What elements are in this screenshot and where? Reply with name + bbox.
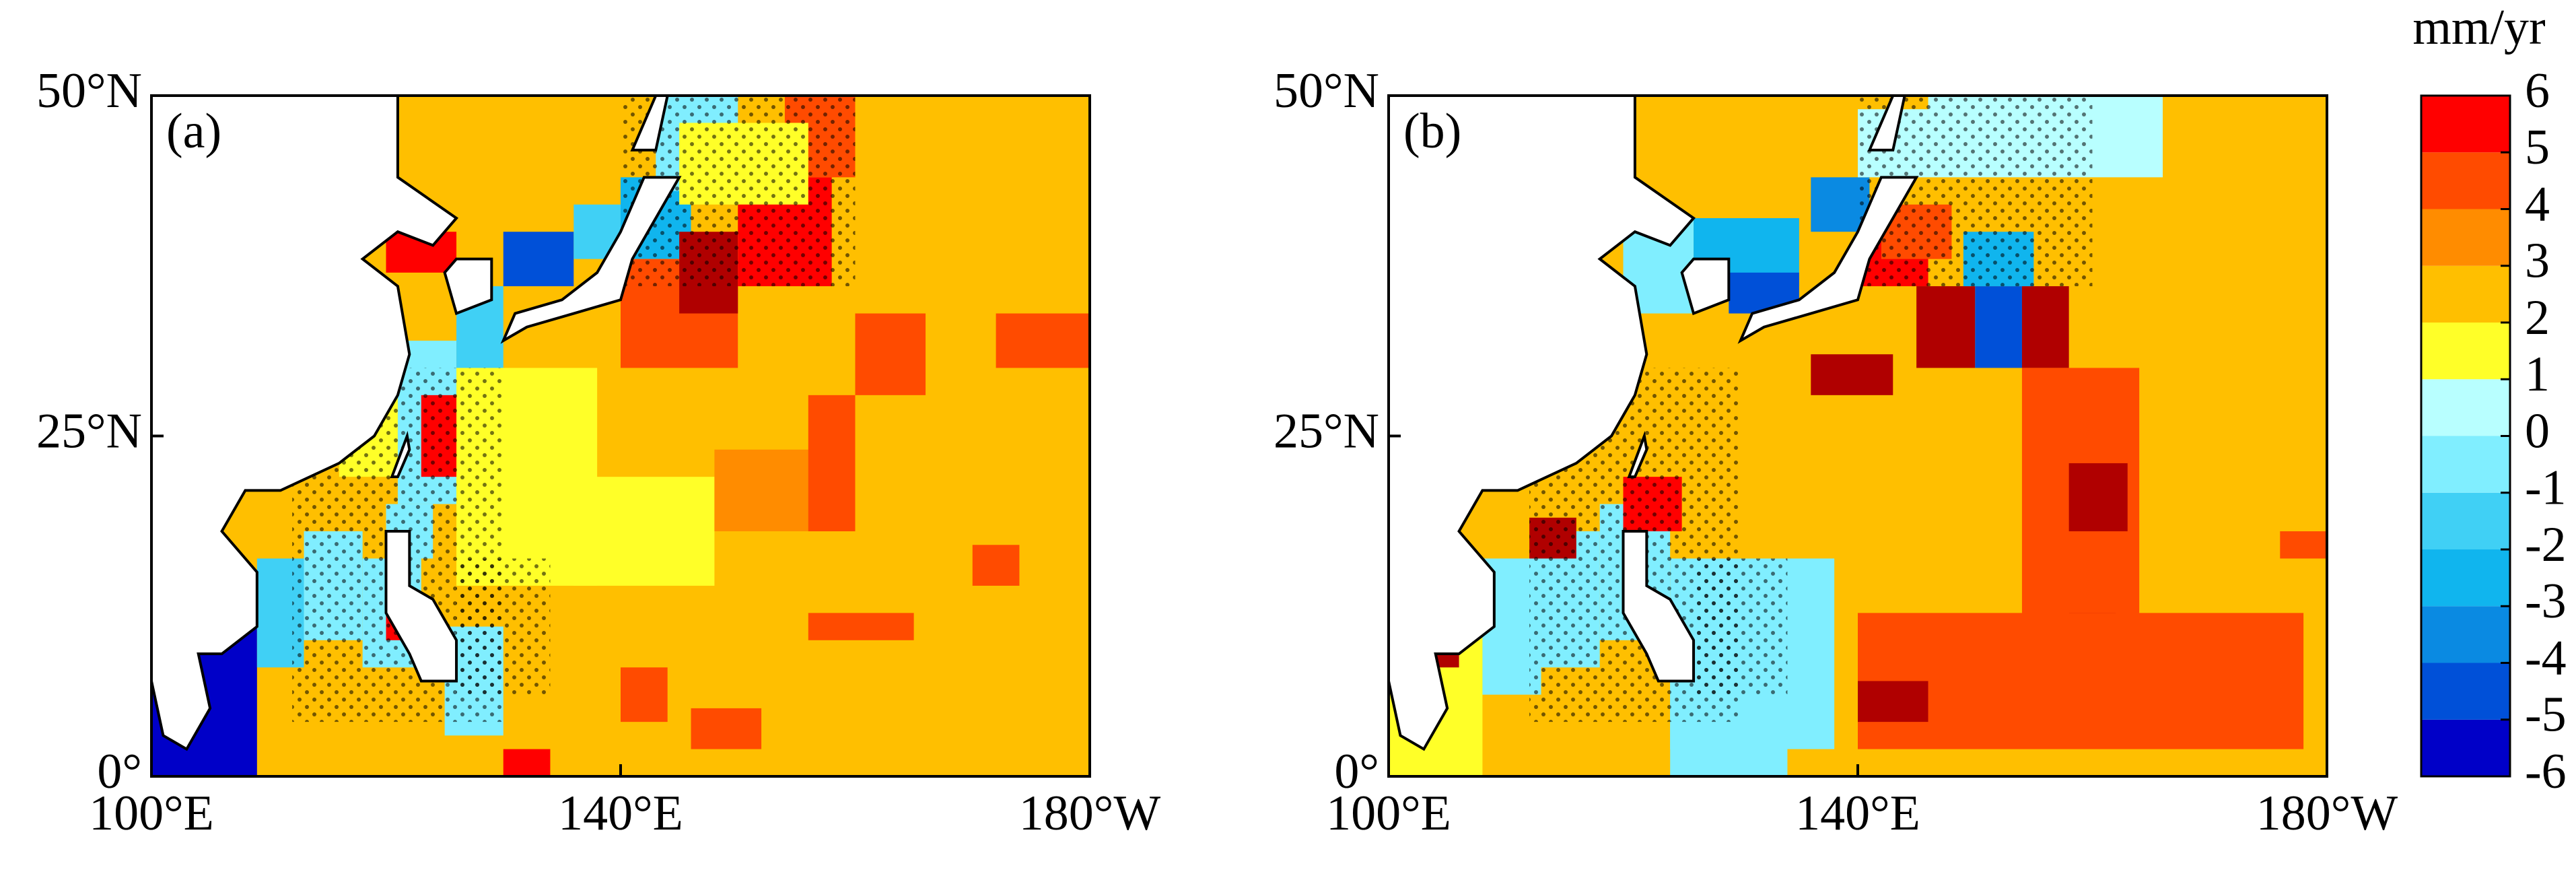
field-patch: [1811, 354, 1893, 395]
field-patch: [1916, 286, 1976, 368]
colorbar-bin: [2421, 96, 2510, 153]
field-patch: [808, 613, 914, 640]
y-tick-label: 25°N: [1274, 403, 1379, 459]
field-patch: [1975, 286, 2022, 368]
y-tick-label: 0°: [1334, 744, 1379, 799]
colorbar-bin: [2421, 663, 2510, 720]
field-patch: [691, 708, 762, 749]
land: [1867, 96, 1906, 151]
colorbar-tick-label: -1: [2525, 461, 2567, 516]
colorbar-tick-label: -4: [2525, 630, 2567, 685]
colorbar-tick-label: -5: [2525, 687, 2567, 743]
colorbar-bin: [2421, 606, 2510, 663]
y-tick-label: 50°N: [1274, 63, 1379, 119]
colorbar-bin: [2421, 152, 2510, 209]
colorbar-tick-label: 2: [2525, 290, 2550, 345]
field-patch: [621, 667, 668, 722]
panel-label: (a): [166, 104, 221, 159]
land: [390, 430, 411, 479]
colorbar-bin: [2421, 436, 2510, 493]
field-patch: [996, 313, 1090, 368]
field-patch: [1740, 422, 1788, 504]
land: [443, 257, 493, 316]
land: [384, 530, 458, 683]
colorbar-tick-label: 1: [2525, 347, 2550, 402]
x-tick-label: 180°W: [2256, 786, 2398, 841]
field-patch: [1858, 681, 1928, 722]
colorbar-bin: [2421, 209, 2510, 266]
land: [630, 96, 669, 151]
colorbar-bin: [2421, 379, 2510, 436]
colorbar-bin: [2421, 719, 2510, 776]
map-field: [151, 96, 1090, 776]
y-tick-label: 50°N: [36, 63, 142, 119]
field-patch: [2021, 286, 2069, 368]
colorbar-tick-label: -2: [2525, 517, 2567, 572]
stipple: [1694, 558, 1788, 695]
colorbar-tick-label: 4: [2525, 176, 2550, 232]
colorbar-unit: mm/yr: [2412, 0, 2545, 55]
colorbar-tick-label: -3: [2525, 574, 2567, 629]
colorbar-tick-label: 0: [2525, 403, 2550, 459]
field-patch: [972, 545, 1020, 586]
colorbar-bin: [2421, 323, 2510, 380]
panel-label: (b): [1403, 104, 1461, 159]
colorbar-tick-label: 3: [2525, 234, 2550, 289]
colorbar-bin: [2421, 492, 2510, 549]
field-patch: [503, 232, 574, 287]
x-tick-label: 100°E: [89, 786, 214, 841]
field-patch: [2068, 463, 2128, 532]
map-panel: (b) 100°E 140°E 180°W 0° 25°N 50°N: [1274, 63, 2398, 841]
field-patch: [503, 749, 551, 776]
land: [151, 96, 459, 751]
field-patch: [808, 395, 856, 532]
land: [1622, 530, 1696, 683]
field-patch: [573, 477, 715, 586]
field-patch: [855, 313, 926, 395]
map-panel: (a) 100°E 140°E 180°W 0° 25°N 50°N: [36, 63, 1160, 841]
map-field: [1389, 96, 2327, 776]
colorbar-bin: [2421, 265, 2510, 323]
land: [1389, 96, 1696, 751]
field-patch: [2280, 531, 2327, 559]
stipple: [456, 558, 551, 695]
colorbar-tick-label: 6: [2525, 63, 2550, 119]
field-patch: [1858, 613, 2304, 749]
land: [1737, 176, 1919, 344]
y-tick-label: 0°: [97, 744, 142, 799]
y-tick-label: 25°N: [36, 403, 142, 459]
colorbar-bin: [2421, 549, 2510, 607]
x-tick-label: 140°E: [1795, 786, 1920, 841]
x-tick-label: 100°E: [1326, 786, 1451, 841]
land: [1627, 430, 1648, 479]
colorbar-tick-label: 5: [2525, 120, 2550, 175]
x-tick-label: 180°W: [1019, 786, 1161, 841]
land: [500, 176, 682, 344]
x-tick-label: 140°E: [558, 786, 683, 841]
colorbar-tick-label: -6: [2525, 744, 2567, 799]
land: [1680, 257, 1731, 316]
